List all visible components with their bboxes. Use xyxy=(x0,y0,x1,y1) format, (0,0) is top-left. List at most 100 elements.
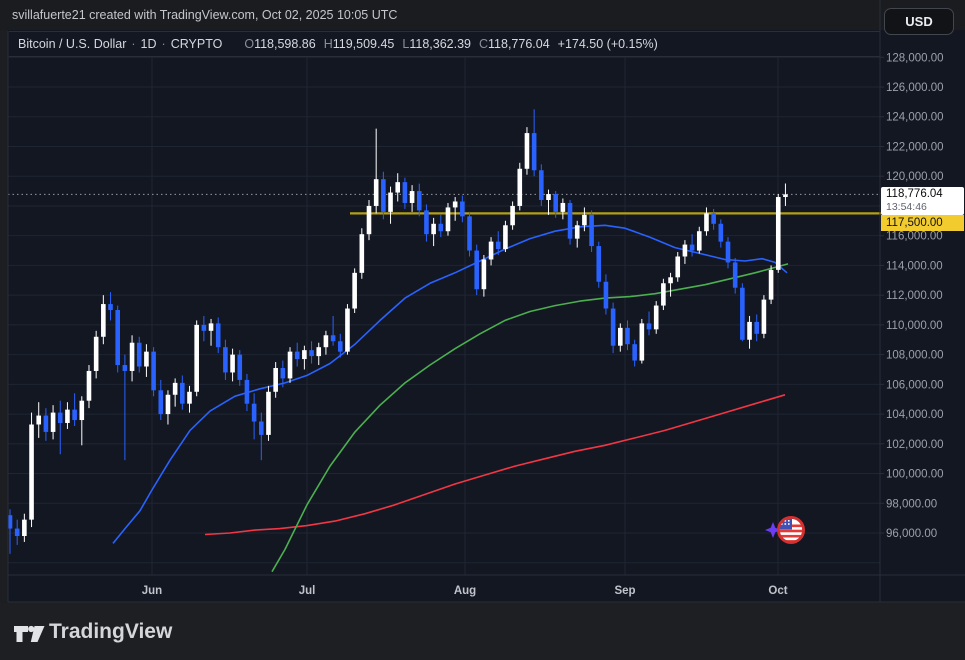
price-axis-label: 100,000.00 xyxy=(886,469,944,481)
candle-body xyxy=(7,515,13,529)
time-axis[interactable]: Jun Jul Aug Sep Oct xyxy=(142,585,788,597)
candle-body xyxy=(230,354,235,373)
close-value: 118,776.04 xyxy=(488,37,550,51)
candle-body xyxy=(29,424,34,520)
candle-body xyxy=(445,207,451,232)
time-axis-label: Sep xyxy=(614,585,635,597)
candle-body xyxy=(22,519,27,537)
candle-body xyxy=(431,223,436,235)
candle-body xyxy=(57,412,63,424)
candle-body xyxy=(14,528,20,537)
candle-body xyxy=(747,321,752,340)
candle-body xyxy=(280,367,286,379)
candle-body xyxy=(352,272,357,309)
candle-body xyxy=(187,391,192,404)
price-axis-label: 104,000.00 xyxy=(886,409,944,421)
candle-body xyxy=(309,350,314,357)
candle-body xyxy=(72,409,77,421)
currency-button[interactable]: USD xyxy=(884,8,954,35)
candle-body xyxy=(158,390,164,415)
candle-body xyxy=(661,283,666,306)
candle-body xyxy=(323,335,329,348)
last-price-label: 118,776.04 13:54:46 xyxy=(881,187,964,215)
candle-body xyxy=(510,205,515,226)
time-axis-label: Oct xyxy=(768,585,787,597)
open-letter: O xyxy=(244,37,255,51)
bar-countdown: 13:54:46 xyxy=(886,201,927,213)
candle-body xyxy=(517,168,523,206)
candle-body xyxy=(768,269,774,300)
candle-body xyxy=(740,287,745,340)
chart-background xyxy=(8,30,965,602)
ma-line-sma-green xyxy=(271,263,789,573)
candle-body xyxy=(574,225,580,239)
candle-body xyxy=(402,182,408,203)
candle-body xyxy=(373,179,379,206)
low-letter: L xyxy=(402,37,410,51)
candle-body xyxy=(618,327,623,346)
candle-body xyxy=(495,241,501,250)
candle-body xyxy=(50,412,56,432)
candle-body xyxy=(330,335,336,342)
price-axis-label: 116,000.00 xyxy=(886,231,943,243)
low-value: 118,362.39 xyxy=(409,37,471,51)
candle-body xyxy=(474,250,479,290)
candle-body xyxy=(151,351,156,391)
level-price-label: 117,500.00 xyxy=(881,215,964,231)
candle-body xyxy=(215,323,221,348)
candle-body xyxy=(761,299,767,334)
candle-body xyxy=(718,223,724,242)
candle-body xyxy=(553,194,558,212)
usd-flag-stamp-icon xyxy=(765,515,806,545)
candle-body xyxy=(460,201,465,217)
tradingview-logo-icon xyxy=(14,625,45,642)
candlestick-series xyxy=(7,109,788,554)
candle-body xyxy=(646,323,652,330)
candle-body xyxy=(639,323,645,361)
price-axis-label: 114,000.00 xyxy=(886,260,943,272)
candle-body xyxy=(251,403,257,422)
candle-body xyxy=(244,379,250,404)
exchange-label: CRYPTO xyxy=(170,37,223,51)
separator-dot: · xyxy=(161,37,166,51)
candle-body xyxy=(395,182,401,193)
price-axis-label: 96,000.00 xyxy=(886,528,937,540)
candle-body xyxy=(783,194,788,198)
candle-body xyxy=(122,365,128,371)
price-axis-label: 112,000.00 xyxy=(886,290,943,302)
candle-body xyxy=(711,213,716,224)
price-axis-label: 102,000.00 xyxy=(886,439,944,451)
candle-body xyxy=(65,409,70,424)
separator-dot: · xyxy=(131,37,136,51)
ma-sma-blue xyxy=(112,224,788,544)
symbol-title[interactable]: Bitcoin / U.S. Dollar xyxy=(18,37,127,51)
candle-body xyxy=(704,213,709,232)
candle-body xyxy=(682,244,688,257)
ma-sma-green xyxy=(271,263,789,573)
candle-body xyxy=(359,234,365,273)
candle-body xyxy=(560,202,566,212)
ma-line-sma-blue xyxy=(112,224,788,544)
candle-body xyxy=(86,370,92,401)
price-axis-label: 106,000.00 xyxy=(886,379,944,391)
pane-borders xyxy=(7,0,965,603)
candle-body xyxy=(668,277,673,284)
candle-body xyxy=(438,223,444,232)
price-axis-label: 98,000.00 xyxy=(886,498,937,510)
time-axis-label: Jun xyxy=(142,585,162,597)
change-value: +174.50 (+0.15%) xyxy=(557,37,658,51)
price-axis[interactable]: 128,000.00 126,000.00 124,000.00 122,000.00… xyxy=(880,52,944,540)
candle-body xyxy=(452,201,458,208)
footer: TradingView xyxy=(0,603,965,660)
ohlc-values: O 118,598.86 H 119,509.45 L 118,362.39 C 118… xyxy=(236,37,549,51)
candle-body xyxy=(582,214,587,226)
candle-body xyxy=(531,133,537,171)
interval-label[interactable]: 1D xyxy=(140,37,157,51)
candle-body xyxy=(43,415,49,432)
candle-body xyxy=(481,259,487,290)
sparkle-icon xyxy=(765,522,781,538)
candle-body xyxy=(366,205,372,235)
candle-body xyxy=(503,225,508,250)
candle-body xyxy=(610,308,616,346)
